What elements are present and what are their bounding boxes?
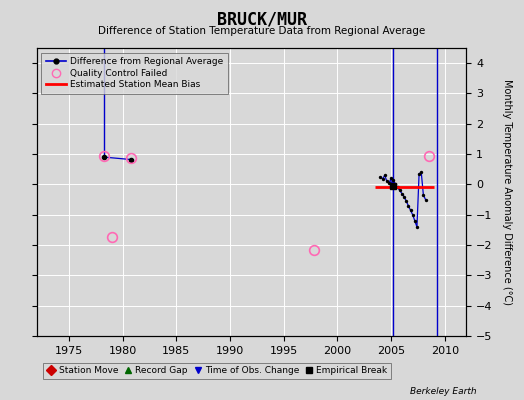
- Point: [396, 187, 404, 194]
- Point: [383, 178, 391, 184]
- Point: [406, 207, 414, 213]
- Text: Berkeley Earth: Berkeley Earth: [410, 387, 477, 396]
- Point: [380, 172, 389, 178]
- Point: [389, 177, 398, 183]
- Point: [417, 169, 425, 176]
- Point: [409, 212, 417, 218]
- Point: [421, 196, 430, 203]
- Point: [400, 193, 408, 200]
- Point: [394, 184, 402, 191]
- Point: [378, 176, 387, 182]
- Y-axis label: Monthly Temperature Anomaly Difference (°C): Monthly Temperature Anomaly Difference (…: [502, 79, 512, 305]
- Point: [419, 192, 428, 198]
- Point: [398, 190, 406, 197]
- Point: [385, 180, 393, 186]
- Point: [387, 175, 396, 182]
- Text: Difference of Station Temperature Data from Regional Average: Difference of Station Temperature Data f…: [99, 26, 425, 36]
- Point: [413, 224, 421, 230]
- Point: [391, 181, 400, 188]
- Point: [415, 171, 423, 177]
- Point: [411, 218, 419, 224]
- Point: [402, 198, 410, 204]
- Legend: Station Move, Record Gap, Time of Obs. Change, Empirical Break: Station Move, Record Gap, Time of Obs. C…: [43, 363, 391, 379]
- Point: [376, 174, 385, 180]
- Point: [404, 202, 412, 209]
- Text: BRUCK/MUR: BRUCK/MUR: [217, 10, 307, 28]
- Point: [387, 183, 396, 189]
